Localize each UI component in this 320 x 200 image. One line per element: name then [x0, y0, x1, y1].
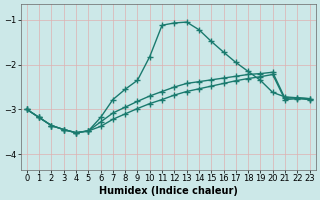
X-axis label: Humidex (Indice chaleur): Humidex (Indice chaleur)	[99, 186, 238, 196]
